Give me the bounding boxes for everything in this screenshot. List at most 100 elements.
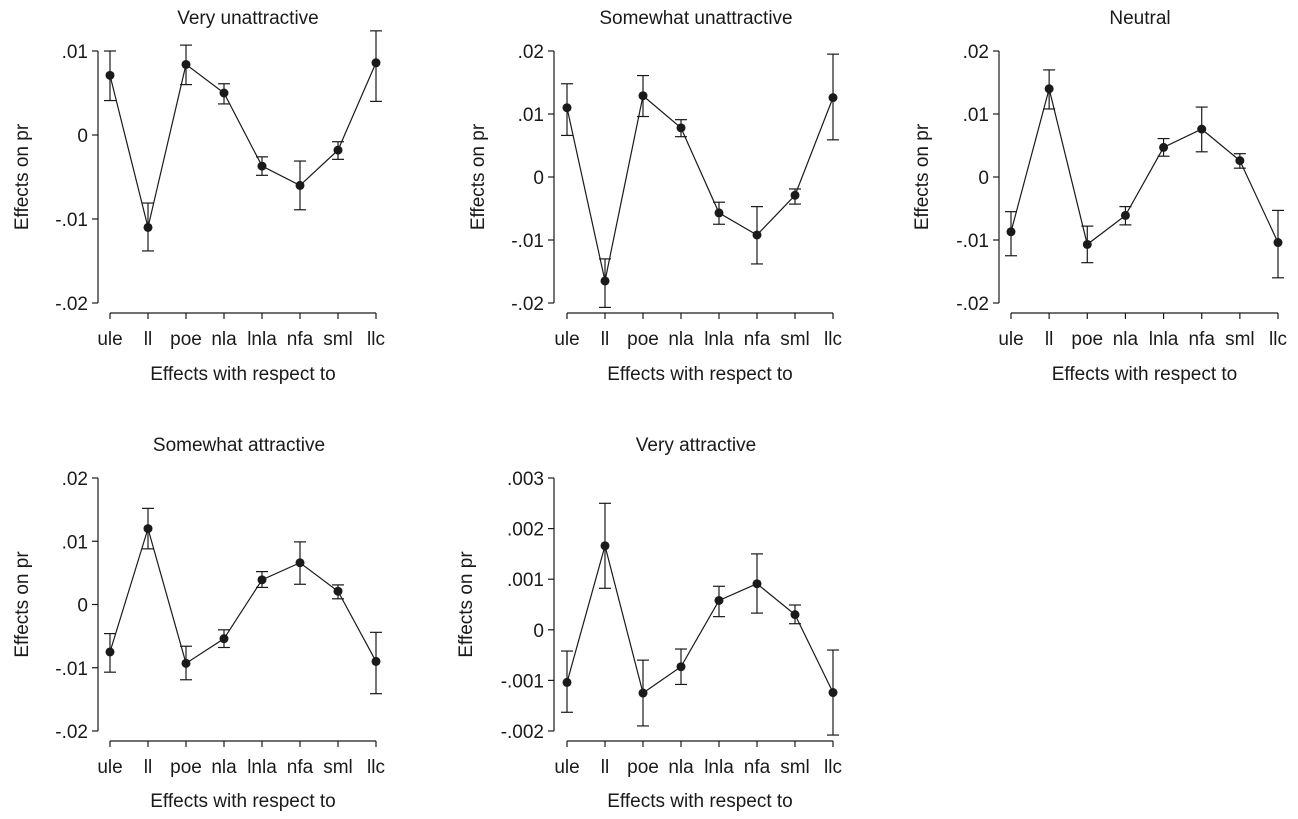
data-point [219, 88, 229, 98]
y-axis-title: Effects on pr [12, 551, 33, 658]
data-point [714, 595, 724, 605]
x-tick-label: nla [211, 329, 237, 350]
y-tick-label: .02 [518, 42, 544, 63]
series-line [1010, 88, 1279, 246]
y-tick-label: .01 [518, 105, 544, 126]
y-axis-title: Effects on pr [456, 551, 477, 658]
x-tick-label: poe [170, 757, 202, 778]
data-point [790, 190, 800, 200]
x-tick-label: llc [824, 757, 842, 778]
data-point [714, 208, 724, 218]
y-tick-label: .002 [507, 520, 544, 541]
data-point [600, 541, 610, 551]
y-tick-label: -.01 [55, 659, 88, 680]
data-point [1082, 239, 1092, 249]
data-point [562, 677, 572, 687]
chart-title: Very attractive [636, 435, 756, 456]
data-point [371, 58, 381, 68]
data-point [333, 145, 343, 155]
data-point [562, 103, 572, 113]
y-axis-title: Effects on pr [912, 123, 933, 230]
x-axis-title: Effects with respect to [607, 791, 793, 812]
x-tick-label: nla [668, 329, 694, 350]
x-tick-label: poe [627, 757, 659, 778]
x-tick-label: poe [627, 329, 659, 350]
x-tick-label: llc [1269, 329, 1287, 350]
data-point [638, 688, 648, 698]
data-point [676, 662, 686, 672]
data-point [333, 586, 343, 596]
data-point [790, 610, 800, 620]
y-tick-label: -.01 [511, 231, 544, 252]
chart-panel-1: Very unattractive -.02 -.01 0 .01 ule ll poe nla… [12, 8, 385, 385]
x-tick-label: nfa [744, 329, 771, 350]
x-tick-label: sml [323, 757, 353, 778]
x-tick-label: ll [1045, 329, 1053, 350]
x-tick-label: llc [367, 757, 385, 778]
y-tick-label: -.001 [501, 671, 544, 692]
chart-title: Very unattractive [177, 8, 319, 29]
data-point [143, 222, 153, 232]
y-tick-label: -.002 [501, 722, 544, 743]
data-point [295, 180, 305, 190]
y-tick-label: -.02 [55, 722, 88, 743]
x-tick-label: llc [367, 329, 385, 350]
data-point [257, 161, 267, 171]
y-tick-label: .02 [62, 469, 88, 490]
chart-title: Somewhat unattractive [599, 8, 792, 29]
x-tick-label: nfa [287, 757, 314, 778]
data-point [638, 91, 648, 101]
x-tick-label: sml [1225, 329, 1255, 350]
y-tick-label: .001 [507, 570, 544, 591]
y-tick-label: .01 [62, 42, 88, 63]
y-tick-label: 0 [77, 596, 88, 617]
x-axis-title: Effects with respect to [150, 791, 336, 812]
x-tick-label: nla [668, 757, 694, 778]
x-axis-title: Effects with respect to [1052, 364, 1238, 385]
x-tick-label: sml [323, 329, 353, 350]
data-point [1235, 156, 1245, 166]
data-point [181, 59, 191, 69]
data-point [828, 688, 838, 698]
y-axis-title: Effects on pr [468, 123, 489, 230]
x-tick-label: sml [780, 757, 810, 778]
series-line [109, 526, 377, 665]
data-point [1120, 210, 1130, 220]
x-tick-label: lnla [247, 329, 277, 350]
y-tick-label: 0 [533, 621, 544, 642]
data-point [676, 123, 686, 133]
data-point [219, 634, 229, 644]
y-tick-label: 0 [77, 126, 88, 147]
x-tick-label: nfa [1189, 329, 1216, 350]
data-point [1197, 124, 1207, 134]
x-axis-title: Effects with respect to [150, 364, 336, 385]
chart-panel-5: Very attractive -.002 -.001 0 .001 .002 .003 ul… [456, 435, 842, 812]
data-point [371, 656, 381, 666]
y-tick-label: -.02 [956, 294, 989, 315]
data-point [752, 579, 762, 589]
x-tick-label: ll [144, 329, 152, 350]
data-point [1273, 238, 1283, 248]
y-tick-label: -.01 [956, 231, 989, 252]
x-tick-label: sml [780, 329, 810, 350]
data-point [600, 276, 610, 286]
x-tick-label: ule [554, 329, 579, 350]
data-point [1006, 227, 1016, 237]
y-tick-label: 0 [533, 168, 544, 189]
x-axis-title: Effects with respect to [607, 364, 793, 385]
x-tick-label: ll [144, 757, 152, 778]
x-tick-label: ll [601, 757, 609, 778]
chart-title: Neutral [1109, 8, 1170, 29]
data-point [105, 647, 115, 657]
data-point [105, 70, 115, 80]
x-tick-label: lnla [704, 757, 734, 778]
y-tick-label: .01 [62, 532, 88, 553]
data-point [181, 658, 191, 668]
x-tick-label: ll [601, 329, 609, 350]
x-tick-label: lnla [1149, 329, 1179, 350]
series-line [566, 94, 834, 282]
x-tick-label: llc [824, 329, 842, 350]
series-line [566, 543, 834, 695]
x-tick-label: ule [554, 757, 579, 778]
y-tick-label: 0 [978, 168, 989, 189]
